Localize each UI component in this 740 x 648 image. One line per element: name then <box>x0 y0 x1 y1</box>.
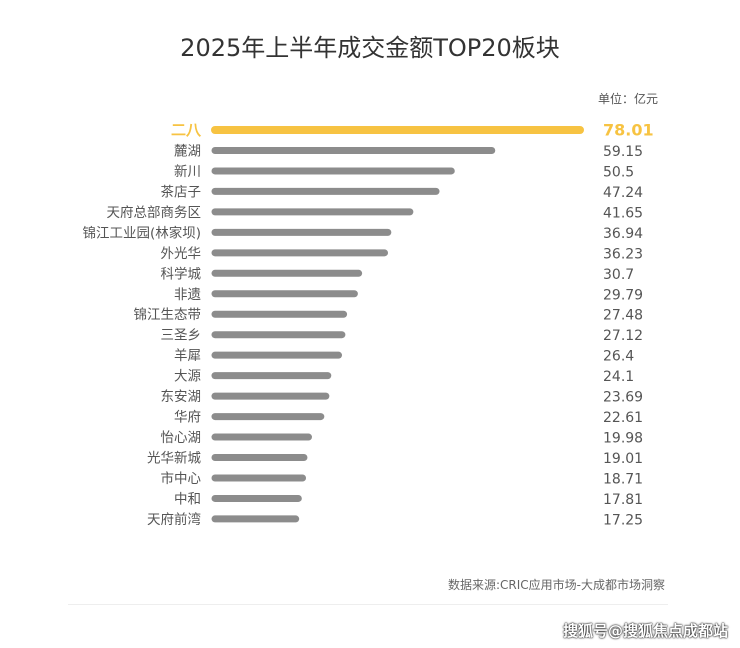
value-label: 22.61 <box>603 410 643 426</box>
category-label: 东安湖 <box>161 389 202 405</box>
category-label: 天府前湾 <box>147 511 201 528</box>
value-label: 27.12 <box>603 328 643 344</box>
category-label: 怡心湖 <box>161 430 202 446</box>
value-label: 24.1 <box>603 369 634 385</box>
value-label: 19.01 <box>603 451 643 467</box>
category-label: 茶店子 <box>161 184 202 200</box>
value-label: 19.98 <box>603 431 643 447</box>
value-label: 26.4 <box>603 349 634 365</box>
value-label: 18.71 <box>603 471 643 487</box>
value-label: 36.94 <box>603 226 643 242</box>
divider <box>68 604 668 605</box>
value-label: 78.01 <box>603 121 654 140</box>
category-label: 二八 <box>171 121 202 139</box>
value-label: 23.69 <box>603 390 643 406</box>
category-label: 天府总部商务区 <box>107 205 202 221</box>
watermark: 搜狐号@搜狐焦点成都站 <box>562 622 728 640</box>
unit-label: 单位：亿元 <box>598 92 659 106</box>
category-label: 大源 <box>174 369 201 385</box>
category-label: 华府 <box>174 410 201 426</box>
source-note: 数据来源:CRIC应用市场-大成都市场洞察 <box>447 578 665 592</box>
chart-title: 2025年上半年成交金额TOP20板块 <box>180 34 560 62</box>
value-label: 50.5 <box>603 164 634 180</box>
value-label: 27.48 <box>603 308 643 324</box>
category-label: 锦江生态带 <box>134 307 202 323</box>
value-label: 59.15 <box>603 144 643 160</box>
value-label: 47.24 <box>603 185 643 201</box>
category-label: 新川 <box>174 164 201 180</box>
value-label: 17.25 <box>603 512 643 528</box>
category-label: 科学城 <box>161 266 202 282</box>
category-label: 三圣乡 <box>161 328 202 344</box>
value-label: 30.7 <box>603 267 634 283</box>
category-label: 麓湖 <box>174 143 201 159</box>
value-label: 29.79 <box>603 287 643 303</box>
category-label: 市中心 <box>161 470 202 487</box>
value-label: 41.65 <box>603 205 643 221</box>
category-label: 外光华 <box>161 246 202 262</box>
category-label: 中和 <box>174 491 201 507</box>
category-label: 锦江工业园(林家坝) <box>82 224 201 241</box>
category-label: 光华新城 <box>147 451 201 467</box>
value-label: 36.23 <box>603 246 643 262</box>
category-label: 非遗 <box>174 287 201 303</box>
value-label: 17.81 <box>603 492 643 508</box>
category-label: 羊犀 <box>174 348 201 364</box>
